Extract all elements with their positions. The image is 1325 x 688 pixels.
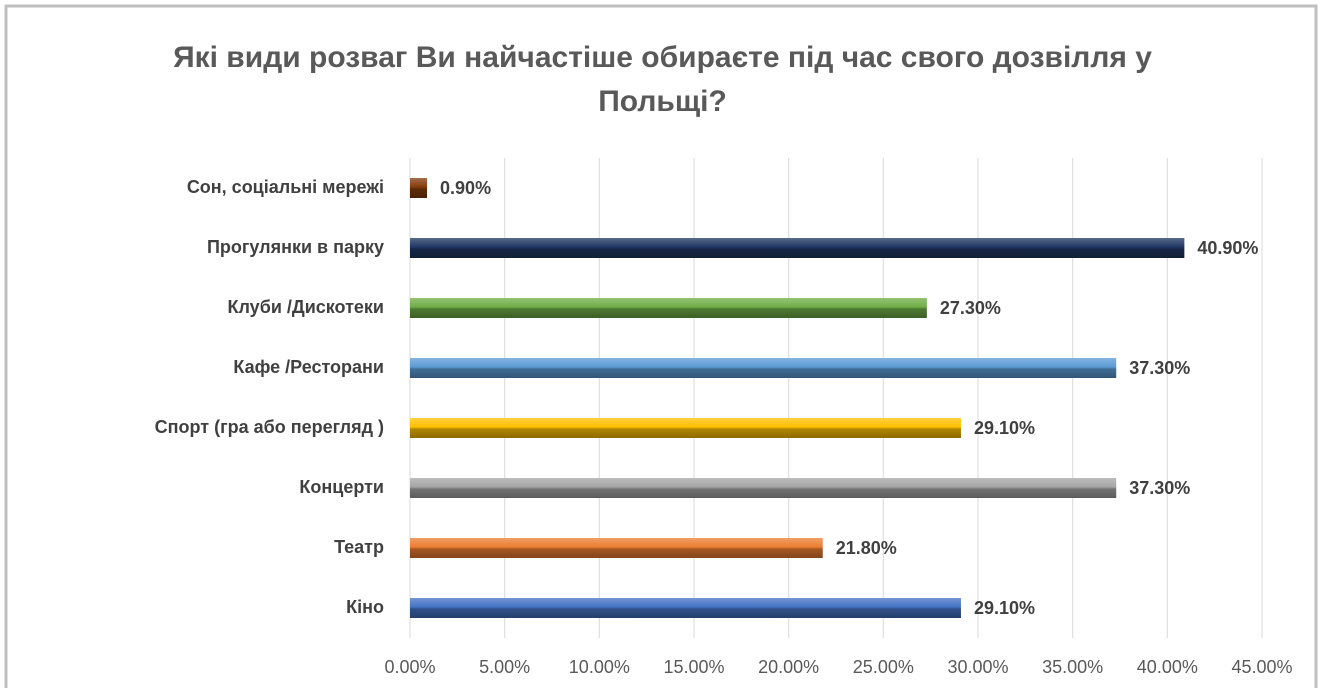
bar	[410, 538, 823, 558]
y-tick-label: Сон, соціальні мережі	[187, 177, 384, 197]
x-tick-label: 25.00%	[853, 657, 914, 677]
bar	[410, 238, 1185, 258]
bar	[410, 358, 1117, 378]
x-tick-label: 0.00%	[384, 657, 435, 677]
x-tick-label: 40.00%	[1137, 657, 1198, 677]
chart-frame	[4, 4, 1318, 688]
data-label: 29.10%	[974, 418, 1035, 438]
bar	[410, 418, 961, 438]
x-tick-label: 35.00%	[1042, 657, 1103, 677]
data-label: 21.80%	[836, 538, 897, 558]
x-tick-label: 30.00%	[947, 657, 1008, 677]
y-tick-label: Кіно	[346, 597, 384, 617]
data-label: 37.30%	[1129, 478, 1190, 498]
y-tick-label: Прогулянки в парку	[207, 237, 384, 257]
data-label: 27.30%	[940, 298, 1001, 318]
data-label: 0.90%	[440, 178, 491, 198]
bar	[410, 178, 428, 198]
bar	[410, 478, 1117, 498]
x-tick-label: 20.00%	[758, 657, 819, 677]
chart-title: Які види розваг Ви найчастіше обираєте п…	[173, 41, 1152, 118]
data-label: 37.30%	[1129, 358, 1190, 378]
x-tick-label: 10.00%	[569, 657, 630, 677]
bar	[410, 598, 961, 618]
y-tick-label: Кафе /Ресторани	[233, 357, 384, 377]
y-tick-label: Клуби /Дискотеки	[228, 297, 385, 317]
data-label: 40.90%	[1197, 238, 1258, 258]
x-tick-label: 45.00%	[1231, 657, 1292, 677]
x-tick-label: 15.00%	[663, 657, 724, 677]
bar	[410, 298, 927, 318]
y-tick-label: Концерти	[299, 477, 384, 497]
x-tick-label: 5.00%	[479, 657, 530, 677]
y-tick-label: Спорт (гра або перегляд )	[155, 417, 384, 437]
data-label: 29.10%	[974, 598, 1035, 618]
y-tick-label: Театр	[334, 537, 384, 557]
